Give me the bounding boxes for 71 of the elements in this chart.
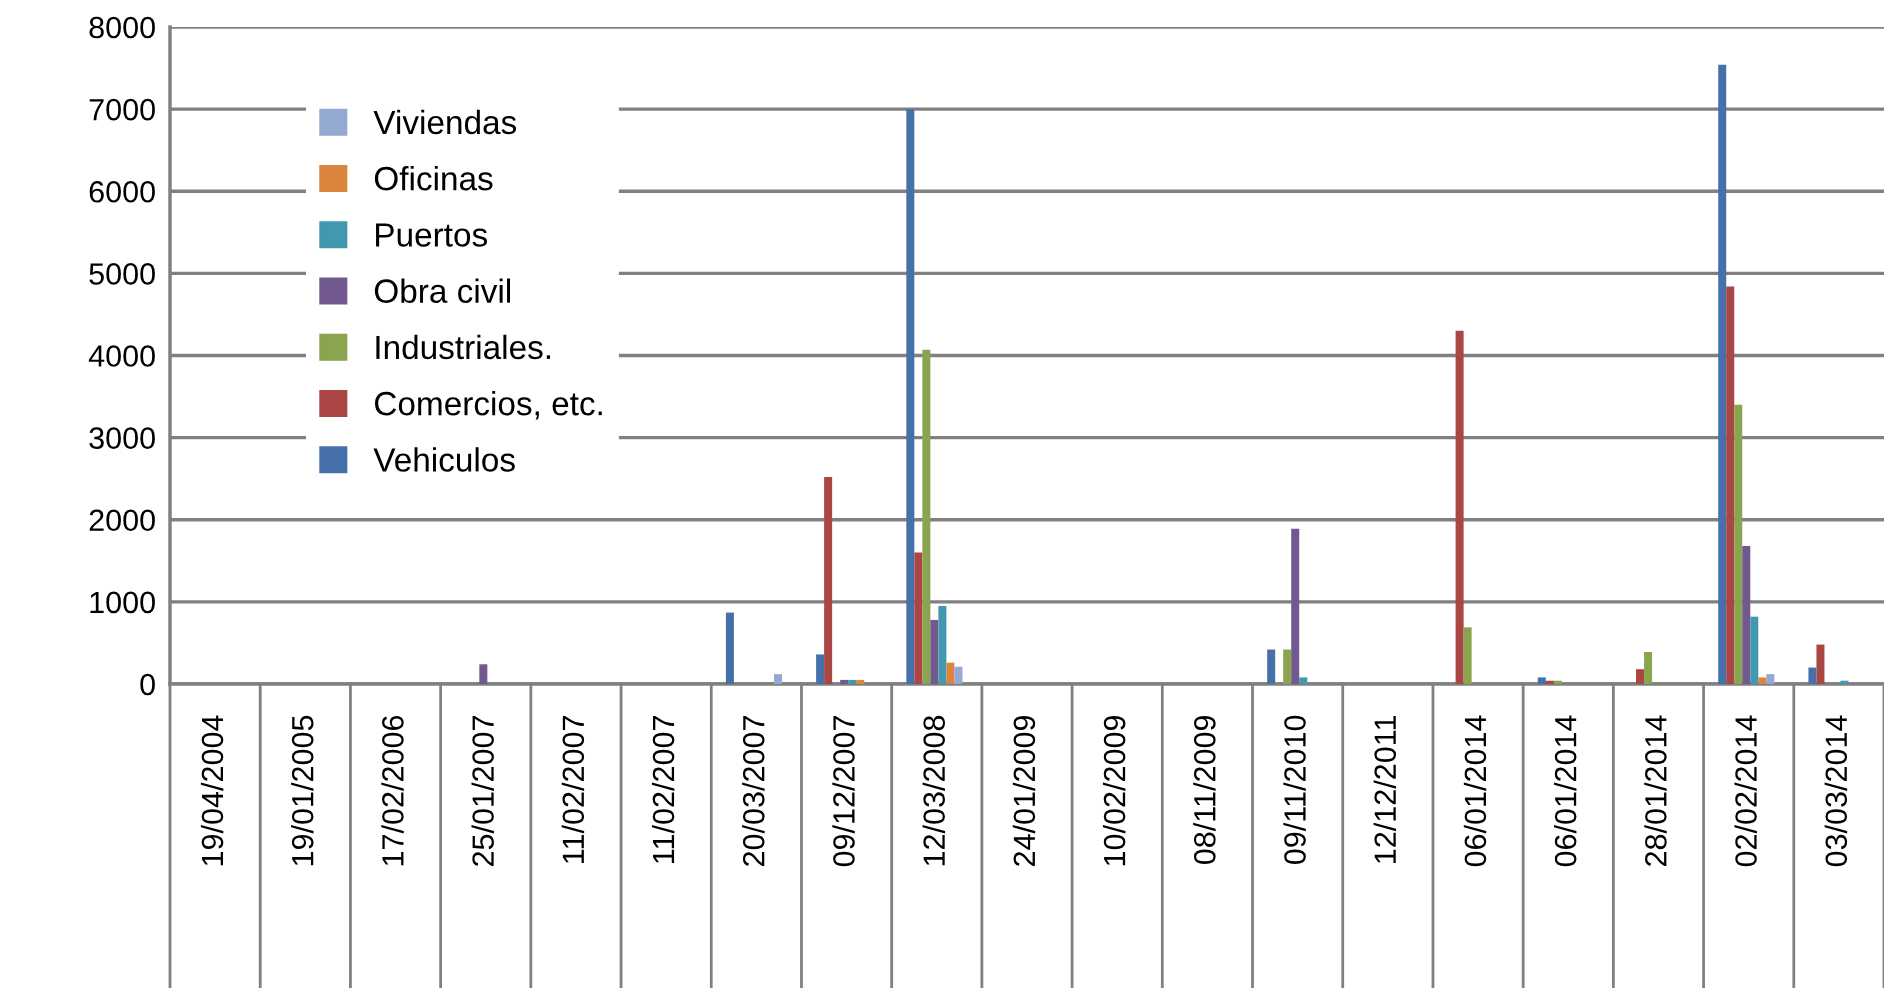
y-tick-label: 7000 [89,98,155,121]
x-tick-label: 17/02/2006 [381,715,404,866]
x-tick-label: 09/11/2010 [1283,715,1306,865]
x-tick-label: 08/11/2009 [1193,715,1216,865]
x-tick-label: 24/01/2009 [1012,715,1036,866]
x-tick-label: 03/03/2014 [1824,715,1848,867]
x-tick-label: 06/01/2014 [1554,715,1577,867]
legend-label: Oficinas [374,165,493,191]
bar [938,605,947,684]
bar [1840,680,1849,684]
bar [930,619,939,684]
x-tick-label: 12/12/2011 [1373,716,1397,863]
y-tick-label: 4000 [88,345,155,367]
bar [954,666,963,684]
y-tick-label: 3000 [89,427,155,449]
x-tick-label: 11/02/2007 [651,716,675,863]
bar [1808,667,1817,684]
bar [725,612,734,684]
bar [1463,627,1472,684]
bar [479,664,488,684]
legend-label: Vehiculos [373,447,515,472]
x-tick-label: 06/01/2014 [1463,715,1487,867]
bar [1718,64,1727,684]
bar [1758,677,1767,684]
bar [1816,644,1825,684]
bar [1726,286,1735,684]
x-tick-label: 02/02/2014 [1734,715,1757,867]
bar [848,679,857,684]
legend-label: Viviendas [373,109,517,135]
x-tick-label: 12/03/2008 [922,715,945,866]
x-tick-label: 09/12/2007 [832,716,855,867]
bar [1636,669,1645,684]
legend-label: Puertos [376,223,487,247]
bar [906,109,915,684]
bar [946,662,955,684]
bar [1267,649,1276,684]
bar [914,552,923,684]
x-tick-label: 19/04/2004 [200,715,224,866]
bar [1750,616,1759,684]
bar [1734,404,1743,684]
x-tick-label: 11/02/2007 [561,716,585,863]
bar [1545,680,1554,684]
y-tick-label: 2000 [89,509,155,532]
bar [1537,677,1546,684]
bar [840,679,849,684]
bar [1283,649,1292,684]
legend-label: Obra civil [374,278,510,303]
x-tick-label: 25/01/2007 [471,716,494,866]
y-tick-label: 5000 [89,263,155,285]
bar [1291,528,1300,684]
bar [1455,330,1464,684]
bar [816,654,825,684]
legend-label: Comercios, etc. [375,390,602,420]
bar [1742,546,1751,684]
x-tick-label: 10/02/2009 [1102,715,1126,866]
bar [774,674,783,684]
x-tick-label: 19/01/2005 [291,715,314,866]
y-tick-label: 1000 [90,591,155,614]
x-tick-label: 28/01/2014 [1644,715,1667,866]
bar [856,679,865,684]
bar [922,349,931,684]
bar [1553,680,1562,684]
y-tick-label: 0 [140,673,155,696]
bar [1299,677,1308,684]
bar [1766,674,1775,684]
y-tick-label: 6000 [89,180,155,203]
bar [824,477,833,684]
y-tick-label: 8000 [89,16,155,39]
x-tick-label: 20/03/2007 [742,716,765,866]
legend-label: Industriales. [376,334,550,360]
bar [1644,651,1653,684]
